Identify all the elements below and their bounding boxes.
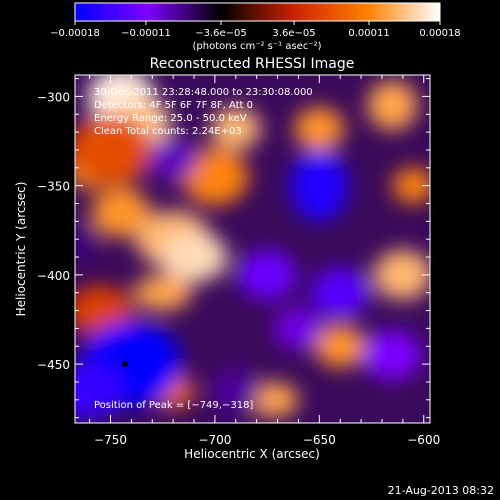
emission-blob bbox=[91, 187, 151, 238]
y-axis-label: Heliocentric Y (arcsec) bbox=[14, 182, 28, 317]
emission-blob bbox=[363, 330, 422, 381]
colorbar-units-label: (photons cm⁻² s⁻¹ asec⁻²) bbox=[192, 41, 321, 52]
colorbar bbox=[74, 2, 441, 22]
footer-timestamp: 21-Aug-2013 08:32 bbox=[388, 484, 494, 497]
emission-blob bbox=[160, 232, 228, 283]
emission-blob bbox=[75, 362, 124, 420]
x-tick-label: −650 bbox=[303, 433, 336, 447]
emission-blob bbox=[210, 107, 261, 150]
colorbar-tick-label: −0.00011 bbox=[121, 28, 171, 39]
x-tick-label: −750 bbox=[94, 433, 127, 447]
emission-map bbox=[75, 75, 430, 420]
emission-blob bbox=[392, 167, 430, 204]
emission-blob bbox=[273, 307, 324, 350]
peak-marker bbox=[122, 361, 128, 367]
emission-blob bbox=[367, 80, 418, 131]
y-tick-label: −350 bbox=[37, 180, 70, 194]
colorbar-tick-label: 0.00011 bbox=[348, 28, 389, 39]
emission-blob bbox=[237, 249, 297, 300]
x-axis-label: Heliocentric X (arcsec) bbox=[184, 447, 320, 461]
y-axis: −300 −350 −400 −450 bbox=[37, 78, 430, 419]
emission-blob bbox=[75, 221, 101, 258]
emission-blob bbox=[75, 114, 153, 186]
annotation-time-range: 30-Dec-2011 23:28:48.000 to 23:30:08.000 bbox=[94, 87, 313, 98]
emission-blob bbox=[181, 148, 249, 206]
x-axis: −750 −700 −650 −600 bbox=[89, 75, 440, 447]
plot-frame bbox=[74, 74, 431, 424]
image-area bbox=[75, 75, 430, 423]
emission-blob bbox=[315, 324, 366, 368]
emission-blob bbox=[373, 249, 430, 300]
colorbar-tick-label: −0.00018 bbox=[50, 28, 100, 39]
colorbar-tick-label: −3.6e−05 bbox=[195, 28, 247, 39]
emission-blob bbox=[210, 369, 261, 413]
colorbar-ticks: −0.00018 −0.00011 −3.6e−05 3.6e−05 0.00011 0.… bbox=[50, 21, 461, 39]
colorbar-tick-label: 3.6e−05 bbox=[272, 28, 315, 39]
emission-blob bbox=[310, 267, 370, 318]
x-tick-label: −700 bbox=[198, 433, 231, 447]
annotation-energy-range: Energy Range: 25.0 - 50.0 keV bbox=[94, 113, 247, 124]
y-tick-label: −400 bbox=[37, 269, 70, 283]
annotation-detectors: Detectors: 4F 5F 6F 7F 8F, Att 0 bbox=[94, 100, 253, 111]
chart-title: Reconstructed RHESSI Image bbox=[150, 56, 355, 72]
y-tick-label: −300 bbox=[37, 90, 70, 104]
emission-blob bbox=[290, 149, 349, 222]
colorbar-tick-label: 0.00018 bbox=[419, 28, 460, 39]
emission-blob bbox=[148, 137, 199, 181]
emission-blob bbox=[133, 274, 192, 311]
annotation-peak-position: Position of Peak = [−749,−318] bbox=[94, 400, 253, 411]
x-tick-label: −600 bbox=[407, 433, 440, 447]
y-tick-label: −450 bbox=[37, 358, 70, 372]
emission-blob bbox=[294, 107, 345, 150]
annotation-clean-counts: Clean Total counts: 2.24E+03 bbox=[94, 126, 242, 137]
